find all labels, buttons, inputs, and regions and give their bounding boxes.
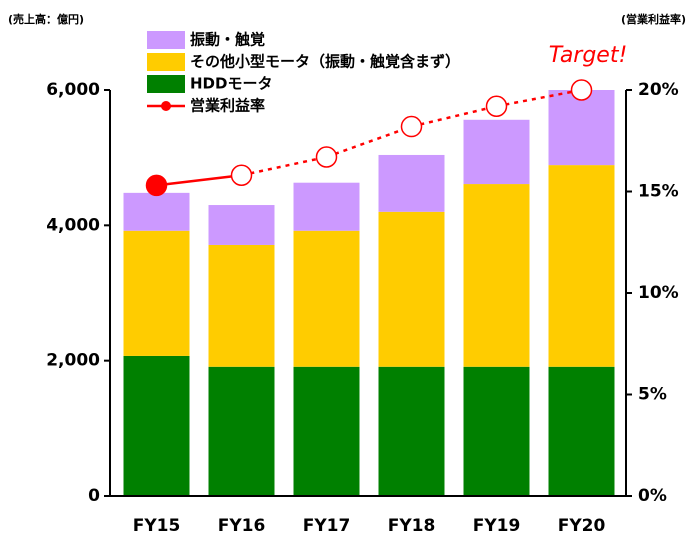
bar-segment xyxy=(548,165,615,367)
line-marker xyxy=(570,79,593,101)
bar-segment xyxy=(208,205,275,245)
y2-tick-label: 15% xyxy=(638,182,679,202)
x-tick-label: FY18 xyxy=(388,516,436,536)
line-segment xyxy=(241,155,327,177)
bar-segment xyxy=(123,230,190,356)
bar-segment xyxy=(293,230,360,367)
line-segment xyxy=(326,125,412,159)
y-axis-title: (売上高：億円) xyxy=(8,12,84,26)
x-tick-label: FY15 xyxy=(133,516,181,536)
y-tick-label: 0 xyxy=(88,486,100,506)
legend-label: その他小型モータ（振動・触覚含まず） xyxy=(190,53,460,71)
bar-segment xyxy=(378,366,445,496)
line-marker xyxy=(230,164,253,187)
legend-label: 振動・触覚 xyxy=(190,31,265,49)
bar-segment xyxy=(208,366,275,496)
y2-tick-label: 0% xyxy=(638,486,667,506)
y2-tick-label: 5% xyxy=(638,385,667,405)
x-tick-label: FY19 xyxy=(473,516,521,536)
bar-segment xyxy=(293,182,360,231)
bar-segment xyxy=(463,184,530,367)
bar-segment xyxy=(378,154,445,212)
y-tick-label: 2,000 xyxy=(46,351,100,371)
bar-segment xyxy=(463,366,530,496)
line-marker xyxy=(315,146,338,168)
bar-segment xyxy=(293,366,360,496)
bar-segment xyxy=(548,366,615,496)
line-marker xyxy=(485,95,508,117)
legend-marker xyxy=(161,101,171,111)
bar-segment xyxy=(123,192,190,231)
line-segment xyxy=(496,88,582,108)
y2-tick-label: 20% xyxy=(638,80,679,100)
line-segment xyxy=(411,105,497,128)
legend-swatch xyxy=(147,53,185,71)
annotation: Target! xyxy=(549,43,628,68)
legend-label: 営業利益率 xyxy=(190,97,265,115)
line-marker xyxy=(145,174,168,197)
x-tick-label: FY17 xyxy=(303,516,351,536)
line-segment xyxy=(156,174,242,187)
y2-axis-title: (営業利益率) xyxy=(621,12,686,26)
line-marker xyxy=(400,115,423,138)
bar-segment xyxy=(208,244,275,367)
x-tick-label: FY20 xyxy=(558,516,606,536)
legend-label: HDDモータ xyxy=(190,75,272,93)
bar-segment xyxy=(123,355,190,496)
x-tick-label: FY16 xyxy=(218,516,266,536)
legend-swatch xyxy=(147,75,185,93)
bar-segment xyxy=(463,119,530,185)
bar-segment xyxy=(548,90,615,166)
y-tick-label: 6,000 xyxy=(46,80,100,100)
legend-swatch xyxy=(147,31,185,49)
y-tick-label: 4,000 xyxy=(46,215,100,235)
bar-segment xyxy=(378,211,445,367)
y2-tick-label: 10% xyxy=(638,283,679,303)
